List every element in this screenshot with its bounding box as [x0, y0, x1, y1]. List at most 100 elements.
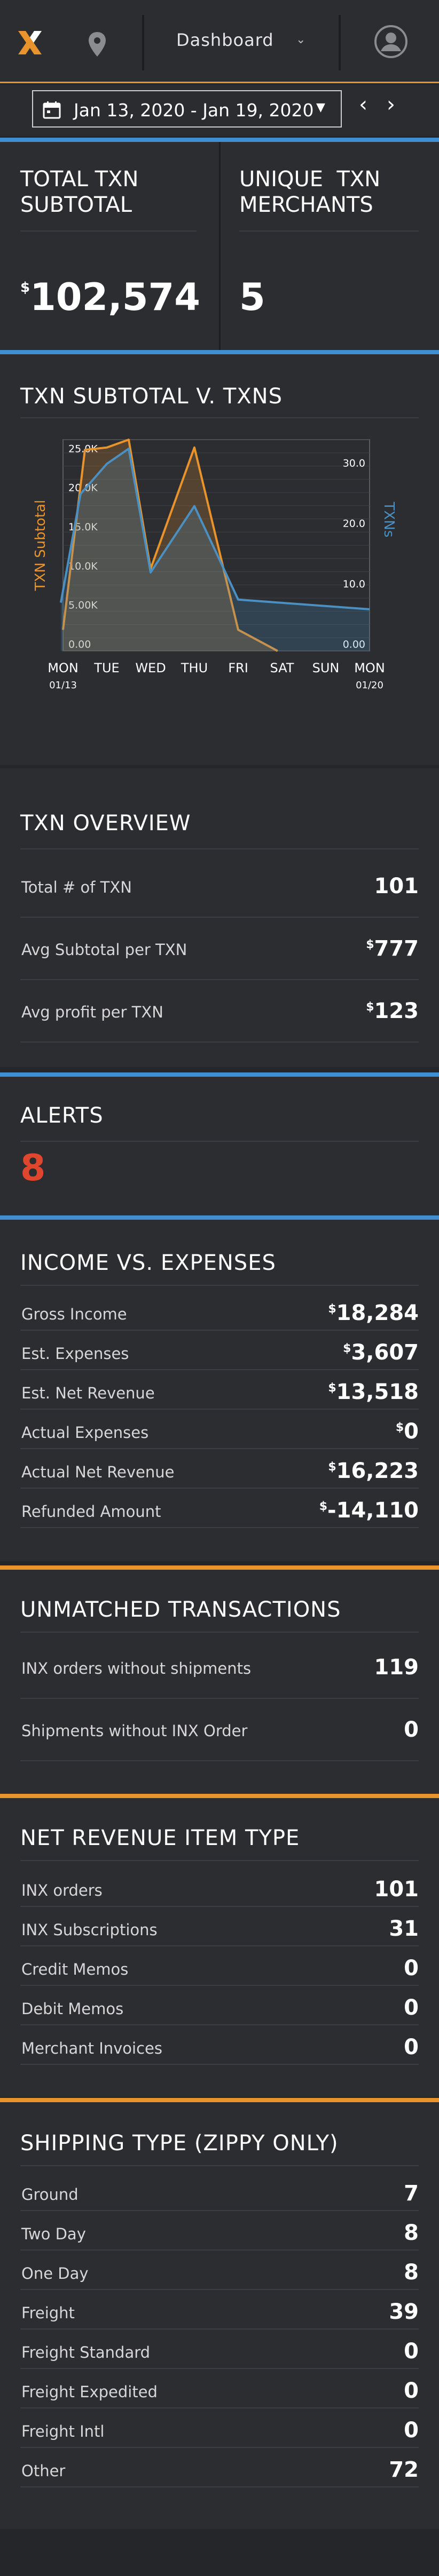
row-divider	[20, 1409, 419, 1410]
metric-number: 7	[404, 2181, 419, 2206]
row-divider	[20, 2447, 419, 2448]
series-area	[60, 449, 370, 651]
logo-icon[interactable]	[16, 29, 44, 57]
metric-number: 31	[389, 1917, 419, 1941]
chevron-left-icon[interactable]: ‹	[359, 92, 367, 117]
metric-label: Shipments without INX Order	[21, 1722, 248, 1740]
metric-label: Freight Intl	[21, 2422, 105, 2440]
metric-value: 8	[404, 2221, 419, 2245]
metric-number: 0	[404, 2339, 419, 2364]
chart-title: TXN SUBTOTAL V. TXNS	[20, 384, 283, 409]
metric-value: 7	[404, 2181, 419, 2206]
divider-line	[20, 230, 197, 232]
x-tick-label: TUE	[93, 661, 119, 675]
x-tick-label: MON	[48, 661, 79, 675]
metric-number: 39	[389, 2300, 419, 2324]
metric-value: $13,518	[328, 1380, 419, 1404]
y-tick-left: 10.0K	[68, 560, 98, 572]
y-axis-label-left: TXN Subtotal	[33, 500, 49, 591]
x-tick-sublabel: 01/20	[356, 680, 383, 691]
metric-label: Est. Net Revenue	[21, 1384, 155, 1402]
income-expenses-title: INCOME VS. EXPENSES	[20, 1251, 276, 1275]
metric-number: -14,110	[327, 1498, 419, 1523]
unmatched-title: UNMATCHED TRANSACTIONS	[20, 1597, 341, 1622]
total-subtotal-value: $102,574	[20, 275, 200, 319]
kpi-title-line: TOTAL TXN	[20, 167, 139, 192]
section-divider	[0, 1565, 439, 1570]
txn-chart[interactable]: 0.005.00K10.0K15.0K20.0K25.0K0.0010.020.…	[0, 418, 439, 760]
metric-number: 72	[389, 2458, 419, 2482]
metric-value: $-14,110	[319, 1498, 419, 1523]
currency-symbol: $	[395, 1421, 404, 1434]
kpi-section: TOTAL TXN SUBTOTAL $102,574 UNIQUE TXN M…	[0, 142, 439, 350]
metric-label: One Day	[21, 2264, 89, 2283]
dashboard-selector[interactable]: Dashboard	[176, 30, 274, 50]
user-avatar-icon[interactable]	[374, 25, 408, 59]
metric-label: Credit Memos	[21, 1960, 129, 1978]
chevron-down-icon[interactable]: ⌄	[296, 33, 306, 46]
divider-line	[20, 1632, 419, 1633]
x-tick-label: WED	[135, 661, 166, 675]
metric-label: Merchant Invoices	[21, 2039, 163, 2057]
row-divider	[20, 1488, 419, 1489]
series-line	[59, 448, 370, 610]
metric-number: 16,223	[336, 1459, 419, 1483]
currency-symbol: $	[319, 1500, 328, 1513]
row-divider	[20, 2249, 419, 2251]
metric-value: 0	[404, 1995, 419, 2020]
row-divider	[20, 1448, 419, 1449]
metric-label: Refunded Amount	[21, 1502, 161, 1521]
row-divider	[20, 1985, 419, 1986]
x-tick-label: FRI	[228, 661, 248, 675]
y-tick-right: 20.0	[343, 518, 365, 530]
divider-line	[20, 2165, 419, 2166]
date-range-label: Jan 13, 2020 - Jan 19, 2020	[74, 100, 314, 121]
metric-label: Debit Memos	[21, 2000, 124, 2018]
location-pin-icon[interactable]	[84, 30, 110, 60]
metric-number: 101	[374, 1877, 419, 1902]
currency-symbol: $	[343, 1342, 351, 1355]
series-line	[62, 439, 278, 652]
chevron-right-icon[interactable]: ›	[387, 92, 395, 117]
row-divider	[20, 2289, 419, 2290]
section-divider	[0, 1215, 439, 1220]
row-divider	[20, 1369, 419, 1370]
row-divider	[20, 979, 419, 980]
metric-number: 0	[404, 1956, 419, 1981]
metric-value: 101	[374, 874, 419, 899]
metric-value: 31	[389, 1917, 419, 1941]
metric-label: Actual Net Revenue	[21, 1463, 175, 1481]
divider-line	[20, 1285, 419, 1286]
metric-label: INX orders	[21, 1881, 103, 1899]
currency-symbol: $	[328, 1302, 336, 1316]
section-divider	[0, 1072, 439, 1077]
metric-number: 777	[374, 936, 419, 961]
x-tick-label: THU	[181, 661, 208, 675]
y-tick-left: 5.00K	[68, 600, 98, 611]
alerts-section[interactable]: ALERTS 8	[0, 1077, 439, 1215]
row-divider	[20, 2368, 419, 2369]
kpi-value: 102,574	[30, 275, 200, 319]
metric-label: Avg profit per TXN	[21, 1003, 163, 1021]
metric-number: 123	[374, 999, 419, 1023]
section-divider	[0, 350, 439, 354]
net-revenue-section: NET REVENUE ITEM TYPE INX orders 101 INX S…	[0, 1798, 439, 2097]
caret-down-icon[interactable]: ▼	[316, 101, 325, 114]
kpi-title-line: SUBTOTAL	[20, 193, 132, 217]
section-divider	[0, 2098, 439, 2102]
metric-number: 0	[404, 1718, 419, 1742]
row-divider	[20, 2407, 419, 2408]
row-divider	[20, 2210, 419, 2211]
metric-label: INX orders without shipments	[21, 1659, 252, 1677]
metric-label: Actual Expenses	[21, 1424, 149, 1442]
metric-number: 0	[404, 2035, 419, 2060]
kpi-title-line: MERCHANTS	[239, 193, 373, 217]
metric-number: 0	[404, 1995, 419, 2020]
metric-value: $777	[366, 936, 419, 961]
metric-label: Freight	[21, 2304, 75, 2322]
alerts-count[interactable]: 8	[20, 1147, 46, 1189]
metric-value: 0	[404, 2379, 419, 2403]
metric-value: $16,223	[328, 1459, 419, 1483]
date-range-picker[interactable]: Jan 13, 2020 - Jan 19, 2020 ▼	[32, 90, 342, 128]
metric-label: Other	[21, 2462, 66, 2480]
